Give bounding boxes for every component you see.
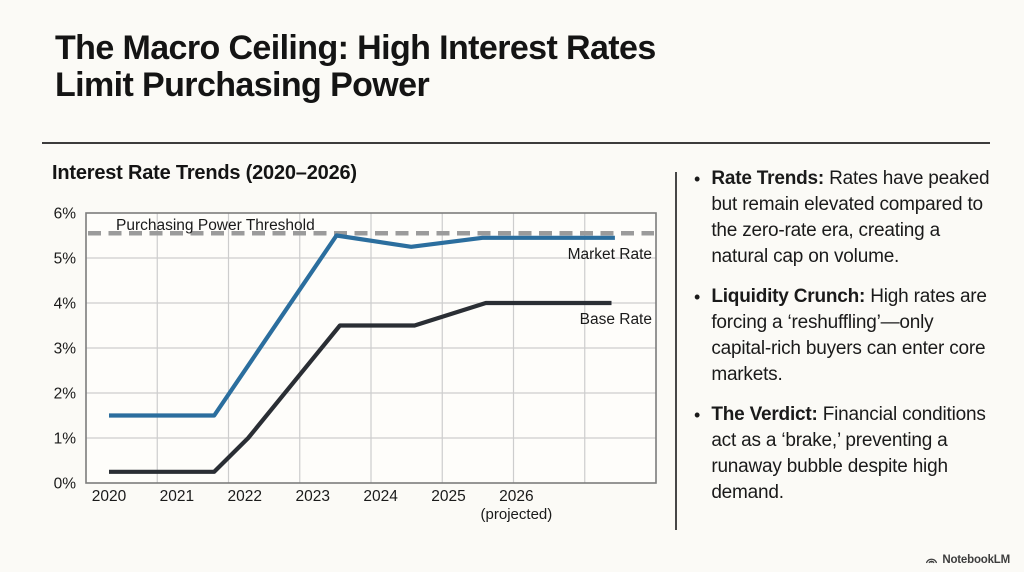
interest-rate-chart: Purchasing Power Threshold Market Rate Bas… [54, 206, 657, 523]
x-tick-label: 2022 [228, 488, 262, 505]
notebooklm-label: NotebookLM [942, 553, 1010, 566]
y-tick-label: 1% [54, 431, 77, 448]
page-title: The Macro Ceiling: High Interest Rates Li… [55, 30, 656, 104]
vertical-divider [675, 172, 677, 530]
notebooklm-icon [926, 558, 938, 564]
x-tick-label: 2025 [431, 488, 465, 505]
series-label-2: Base Rate [580, 311, 652, 328]
y-tick-label: 0% [54, 476, 77, 493]
y-tick-label: 6% [54, 206, 77, 223]
bullet-dot: • [694, 405, 701, 425]
bullet-point-2: • Liquidity Crunch: High rates are forcin… [694, 284, 992, 388]
page-title-line2: Limit Purchasing Power [55, 66, 430, 104]
y-tick-label: 3% [54, 341, 77, 358]
bullet-text: Liquidity Crunch: High rates are forcing… [711, 286, 987, 385]
series-label-1: Market Rate [568, 246, 652, 263]
series-line-1 [109, 233, 615, 418]
x-tick-label: 2020 [92, 488, 127, 505]
bullet-text: Rate Trends: Rates have peaked but remai… [711, 168, 990, 267]
x-axis-projected-note: (projected) [481, 506, 553, 523]
series-line-2 [109, 300, 612, 474]
x-tick-label: 2026 [499, 488, 533, 505]
threshold-label: Purchasing Power Threshold [116, 217, 315, 234]
notebooklm-brand: NotebookLM [925, 553, 1010, 566]
plot-frame [85, 212, 657, 484]
key-points-panel: • Rate Trends: Rates have peaked but rema… [694, 166, 992, 520]
page-title-line1: The Macro Ceiling: High Interest Rates [55, 29, 656, 67]
title-divider [42, 142, 990, 144]
x-tick-label: 2021 [160, 488, 194, 505]
bullet-point-1: • Rate Trends: Rates have peaked but rema… [694, 166, 992, 270]
x-tick-label: 2023 [295, 488, 329, 505]
bullet-point-3: • The Verdict: Financial conditions act a… [694, 402, 992, 506]
bullet-text: The Verdict: Financial conditions act as… [711, 404, 986, 503]
chart-title: Interest Rate Trends (2020–2026) [52, 162, 357, 184]
y-tick-label: 2% [54, 386, 77, 403]
x-tick-label: 2024 [363, 488, 398, 505]
y-tick-label: 4% [54, 296, 77, 313]
bullet-dot: • [694, 169, 701, 189]
bullet-dot: • [694, 287, 701, 307]
y-tick-label: 5% [54, 251, 77, 268]
